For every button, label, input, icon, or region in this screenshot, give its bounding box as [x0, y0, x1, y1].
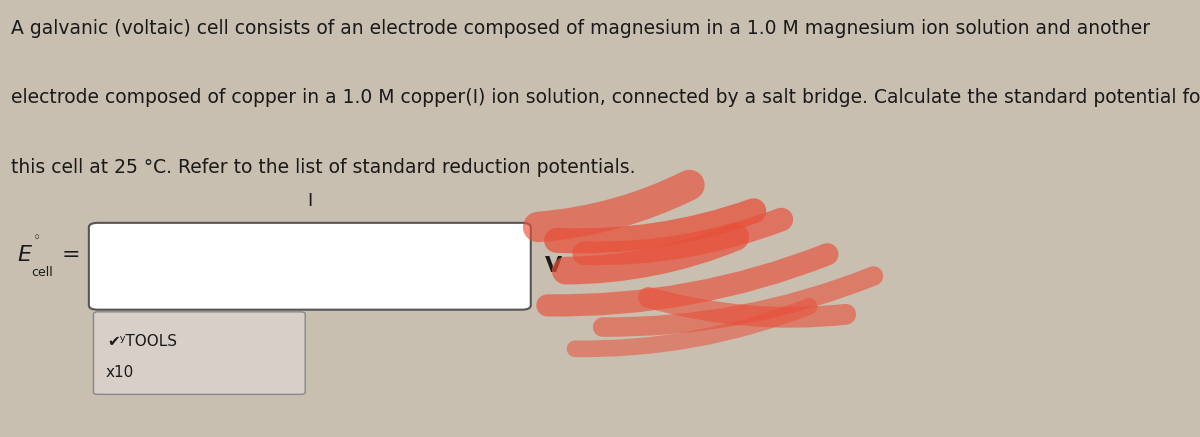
Text: ◦: ◦	[32, 231, 41, 245]
FancyBboxPatch shape	[94, 312, 305, 394]
Text: ✔ʸTOOLS: ✔ʸTOOLS	[107, 334, 178, 349]
Text: E: E	[17, 246, 31, 265]
Text: I: I	[307, 192, 312, 210]
Text: A galvanic (voltaic) cell consists of an electrode composed of magnesium in a 1.: A galvanic (voltaic) cell consists of an…	[11, 19, 1150, 38]
Text: x10: x10	[106, 365, 133, 380]
Text: =: =	[61, 246, 80, 265]
Text: electrode composed of copper in a 1.0 M copper(I) ion solution, connected by a s: electrode composed of copper in a 1.0 M …	[11, 88, 1200, 107]
Text: this cell at 25 °C. Refer to the list of standard reduction potentials.: this cell at 25 °C. Refer to the list of…	[11, 158, 635, 177]
FancyBboxPatch shape	[89, 223, 530, 310]
Text: cell: cell	[31, 266, 53, 279]
Text: V: V	[545, 256, 562, 276]
